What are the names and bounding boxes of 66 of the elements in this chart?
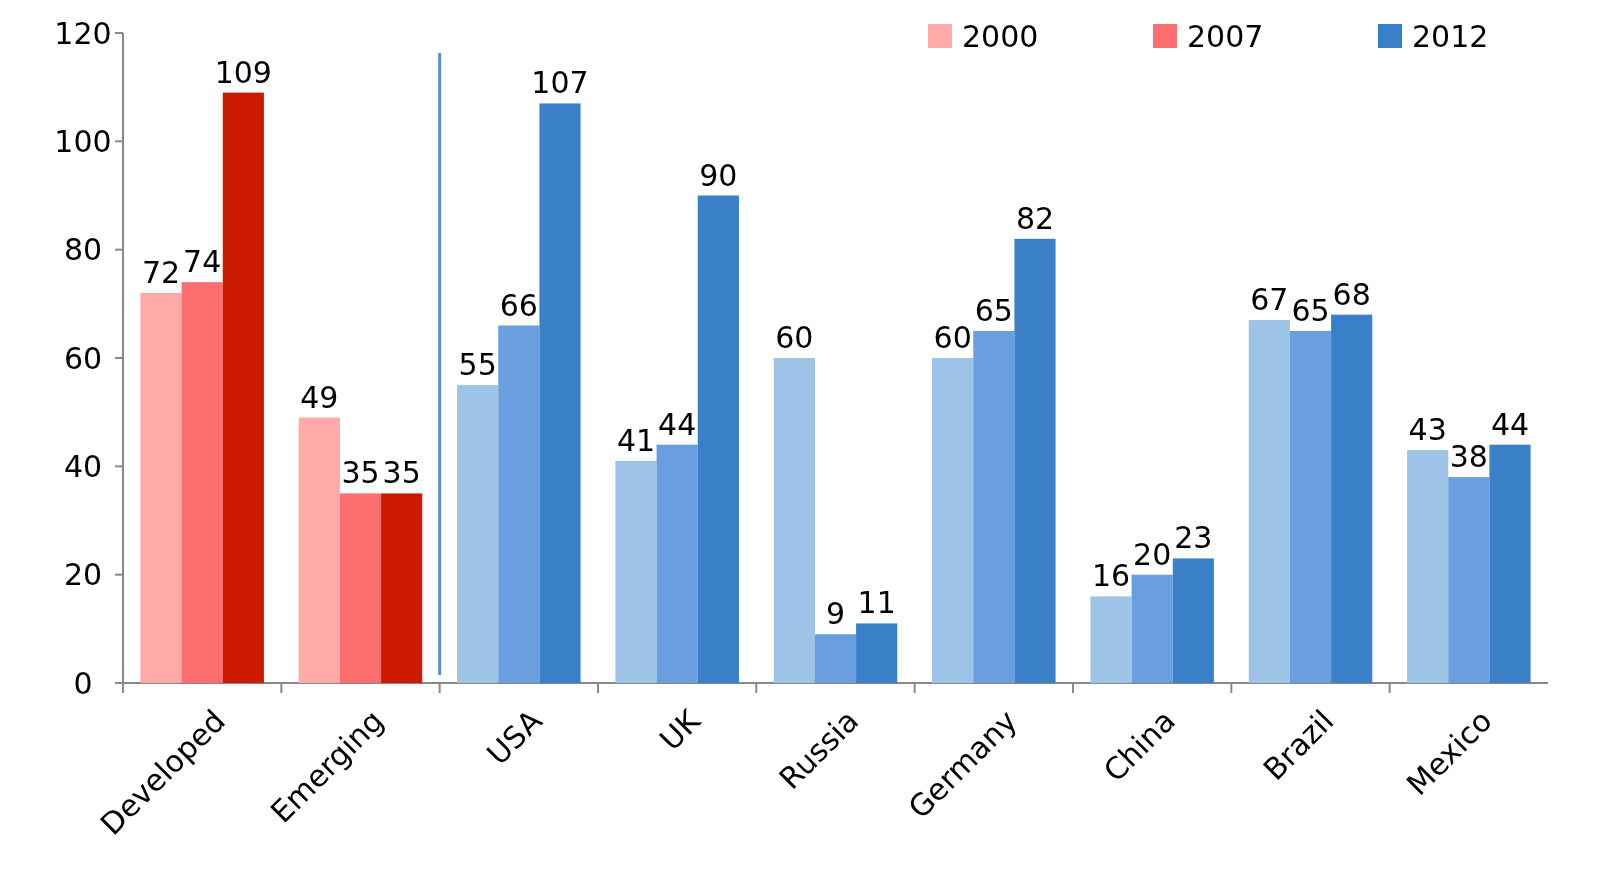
data-label: 82	[1015, 200, 1055, 236]
data-label: 74	[183, 244, 222, 280]
data-label: 41	[616, 422, 656, 458]
data-label: 60	[933, 320, 972, 355]
bar	[1289, 330, 1332, 683]
bar	[457, 385, 499, 683]
data-label: 107	[531, 65, 589, 101]
y-tick-label: 100	[54, 123, 112, 159]
data-label: 65	[974, 292, 1013, 328]
data-label: 60	[775, 320, 814, 355]
data-label: 68	[1332, 276, 1371, 312]
bar	[1131, 574, 1173, 683]
x-tick-label: USA	[479, 702, 549, 772]
data-label: 66	[499, 287, 538, 323]
bar	[1248, 320, 1290, 683]
bar	[773, 358, 815, 683]
data-label: 90	[699, 157, 738, 193]
y-tick-label: 120	[54, 15, 112, 51]
data-label: 109	[214, 54, 272, 90]
data-label: 49	[300, 379, 339, 415]
data-label: 35	[382, 455, 421, 491]
y-tick-label: 80	[63, 232, 103, 268]
bar	[1407, 450, 1449, 683]
bar	[381, 493, 423, 683]
legend-label: 2012	[1412, 18, 1489, 54]
bar	[973, 330, 1015, 683]
y-tick-label: 60	[63, 340, 103, 376]
bar	[856, 623, 898, 683]
bar	[814, 634, 857, 683]
data-label: 35	[341, 455, 380, 491]
bar	[1331, 314, 1373, 683]
bar	[339, 493, 382, 683]
y-tick-label: 0	[73, 665, 93, 701]
y-tick-label: 40	[63, 448, 103, 484]
x-tick-label: UK	[652, 702, 708, 758]
legend-label: 2000	[962, 18, 1039, 54]
data-label: 16	[1091, 558, 1131, 594]
y-tick-label: 20	[63, 557, 103, 593]
data-label: 43	[1408, 412, 1447, 448]
bar	[697, 195, 739, 683]
data-label: 55	[458, 347, 497, 383]
bar	[1172, 558, 1214, 683]
bar	[539, 103, 581, 683]
bar	[1448, 477, 1490, 683]
data-label: 38	[1449, 439, 1488, 475]
data-label: 9	[825, 596, 846, 632]
data-label: 44	[658, 406, 697, 442]
legend-label: 2007	[1187, 18, 1264, 54]
bar	[615, 460, 657, 683]
bar	[932, 358, 974, 683]
data-label: 65	[1291, 292, 1330, 328]
bar	[1014, 238, 1056, 683]
bar	[1090, 596, 1132, 683]
data-label: 44	[1490, 406, 1530, 442]
bar	[298, 417, 340, 683]
bar	[181, 282, 223, 683]
bar	[656, 444, 698, 683]
data-label: 23	[1174, 520, 1213, 556]
data-label: 72	[141, 255, 181, 290]
bar	[222, 92, 264, 683]
data-label: 11	[857, 585, 896, 621]
bar	[498, 325, 540, 683]
bar	[140, 293, 182, 683]
bar	[1489, 444, 1531, 683]
data-label: 67	[1250, 282, 1289, 318]
data-label: 20	[1133, 536, 1172, 572]
